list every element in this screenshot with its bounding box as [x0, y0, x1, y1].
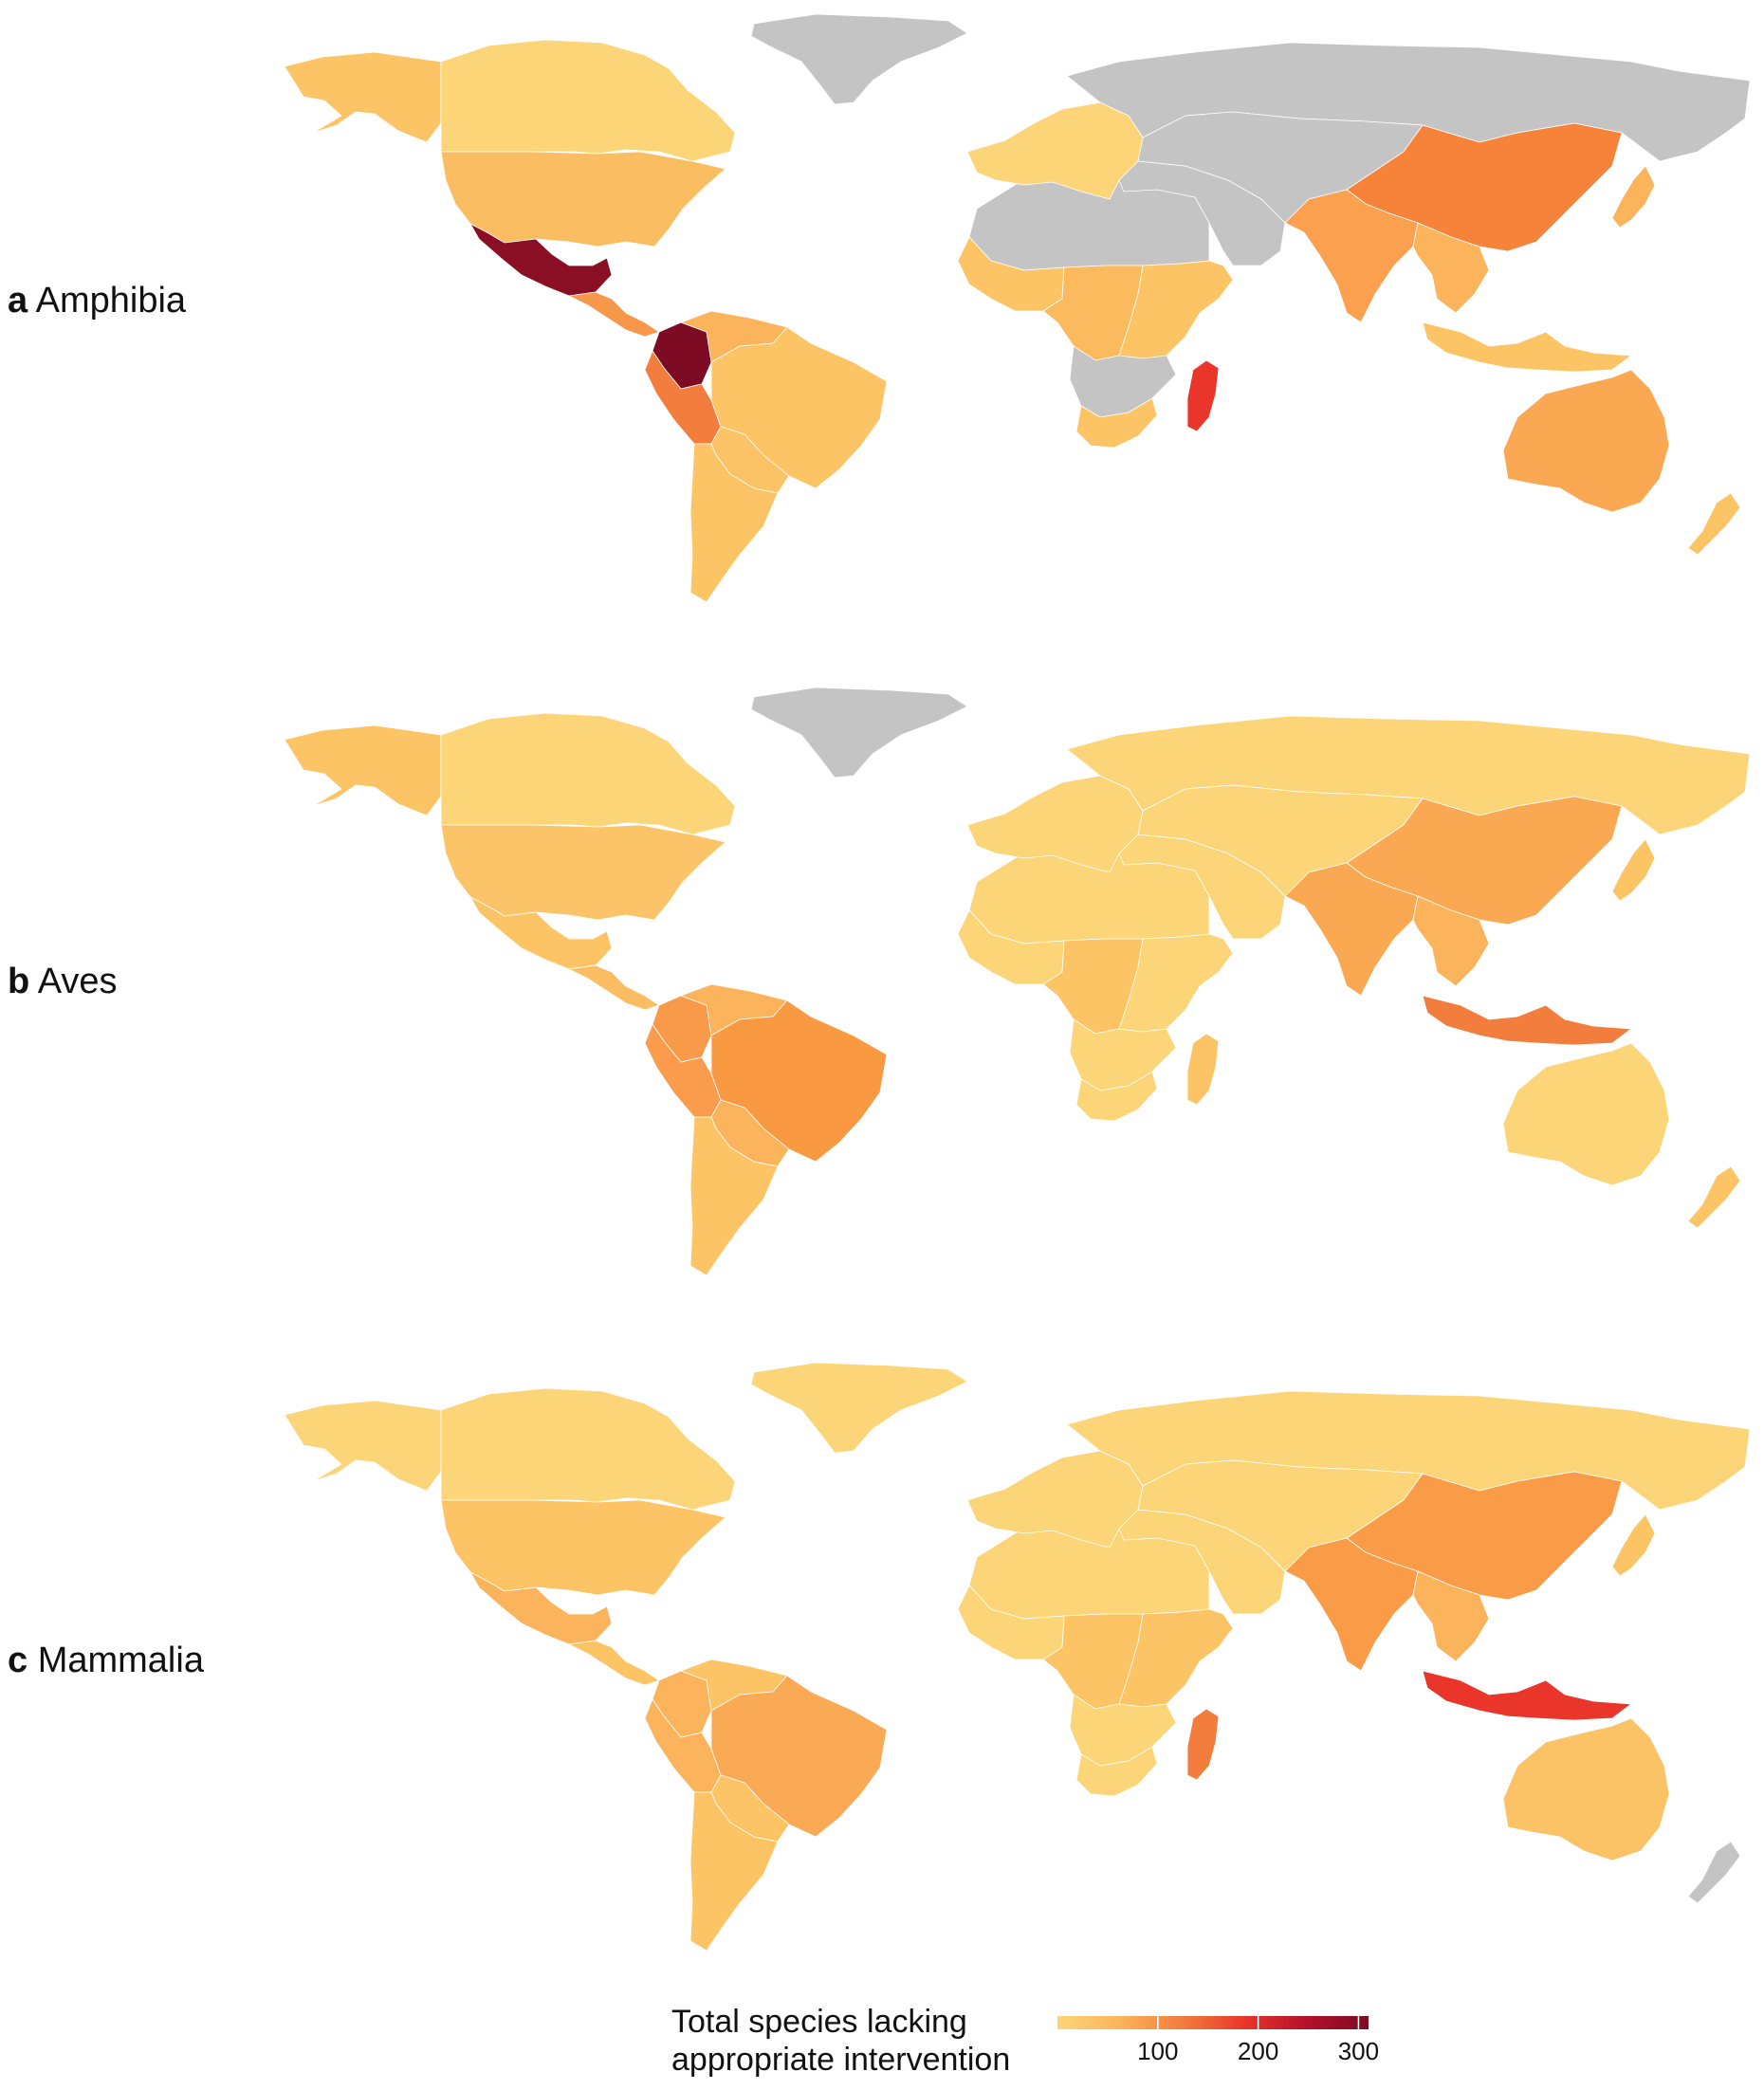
region-indonesia — [1422, 321, 1633, 373]
region-greenland — [750, 1362, 968, 1454]
region-southeast-asia — [1412, 895, 1490, 987]
region-central-america — [567, 964, 660, 1011]
legend-gradient — [1057, 2016, 1369, 2029]
region-east-africa — [1118, 933, 1234, 1033]
panel-label-b: b Aves — [8, 962, 117, 1002]
panel-taxon: Mammalia — [37, 1641, 204, 1680]
legend-tick-label: 300 — [1337, 2037, 1380, 2065]
region-southern-africa — [1069, 1694, 1177, 1767]
legend-title-line1: Total species lacking — [671, 2004, 967, 2040]
region-australia — [1502, 1042, 1670, 1186]
region-india — [1284, 1537, 1419, 1672]
region-mexico — [469, 896, 613, 970]
region-madagascar — [1186, 1708, 1220, 1781]
panel-letter: a — [8, 281, 28, 321]
region-south-africa — [1075, 397, 1158, 449]
region-southeast-asia — [1412, 222, 1490, 314]
region-east-africa — [1118, 1608, 1234, 1708]
region-india — [1284, 189, 1419, 323]
region-southern-africa — [1069, 345, 1177, 418]
region-southern-africa — [1069, 1018, 1177, 1091]
legend-tick-label: 100 — [1137, 2037, 1179, 2065]
region-indonesia — [1422, 995, 1633, 1046]
region-japan — [1611, 838, 1656, 902]
panel-taxon: Aves — [37, 962, 118, 1001]
region-argentina-chile — [689, 1791, 779, 1952]
region-alaska — [285, 51, 442, 143]
region-east-africa — [1118, 260, 1234, 359]
region-madagascar — [1186, 1033, 1220, 1106]
region-canada — [440, 1387, 736, 1511]
region-new-zealand — [1687, 1165, 1741, 1229]
region-central-america — [567, 291, 660, 338]
legend-tick-label: 200 — [1237, 2037, 1279, 2065]
panel-letter: c — [8, 1641, 28, 1680]
region-indonesia — [1422, 1670, 1633, 1721]
region-australia — [1502, 1717, 1670, 1861]
panel-label-a: a Amphibia — [8, 281, 186, 321]
region-canada — [440, 712, 736, 835]
panel-letter: b — [8, 962, 30, 1001]
region-south-africa — [1075, 1746, 1158, 1797]
region-central-america — [567, 1640, 660, 1686]
region-india — [1284, 862, 1419, 997]
region-greenland — [750, 13, 968, 105]
region-new-zealand — [1687, 1841, 1741, 1904]
world-map-amphibia — [285, 13, 1750, 603]
panel-taxon: Amphibia — [35, 281, 187, 321]
region-argentina-chile — [689, 1116, 779, 1276]
region-alaska — [285, 1400, 442, 1492]
region-new-zealand — [1687, 492, 1741, 556]
region-mexico — [469, 223, 613, 297]
region-argentina-chile — [689, 443, 779, 603]
legend-title: Total species lacking appropriate interv… — [671, 2003, 1010, 2079]
region-greenland — [750, 687, 968, 779]
region-alaska — [285, 724, 442, 816]
legend-color-bar — [1057, 2016, 1369, 2029]
region-mexico — [469, 1571, 613, 1645]
region-southeast-asia — [1412, 1570, 1490, 1662]
region-south-africa — [1075, 1071, 1158, 1122]
world-map-mammalia — [285, 1362, 1750, 1952]
legend-title-line2: appropriate intervention — [671, 2042, 1011, 2078]
region-japan — [1611, 165, 1656, 229]
region-madagascar — [1186, 359, 1220, 432]
world-map-aves — [285, 687, 1750, 1276]
region-canada — [440, 39, 736, 162]
region-australia — [1502, 369, 1670, 513]
panel-label-c: c Mammalia — [8, 1641, 204, 1681]
region-japan — [1611, 1513, 1656, 1577]
